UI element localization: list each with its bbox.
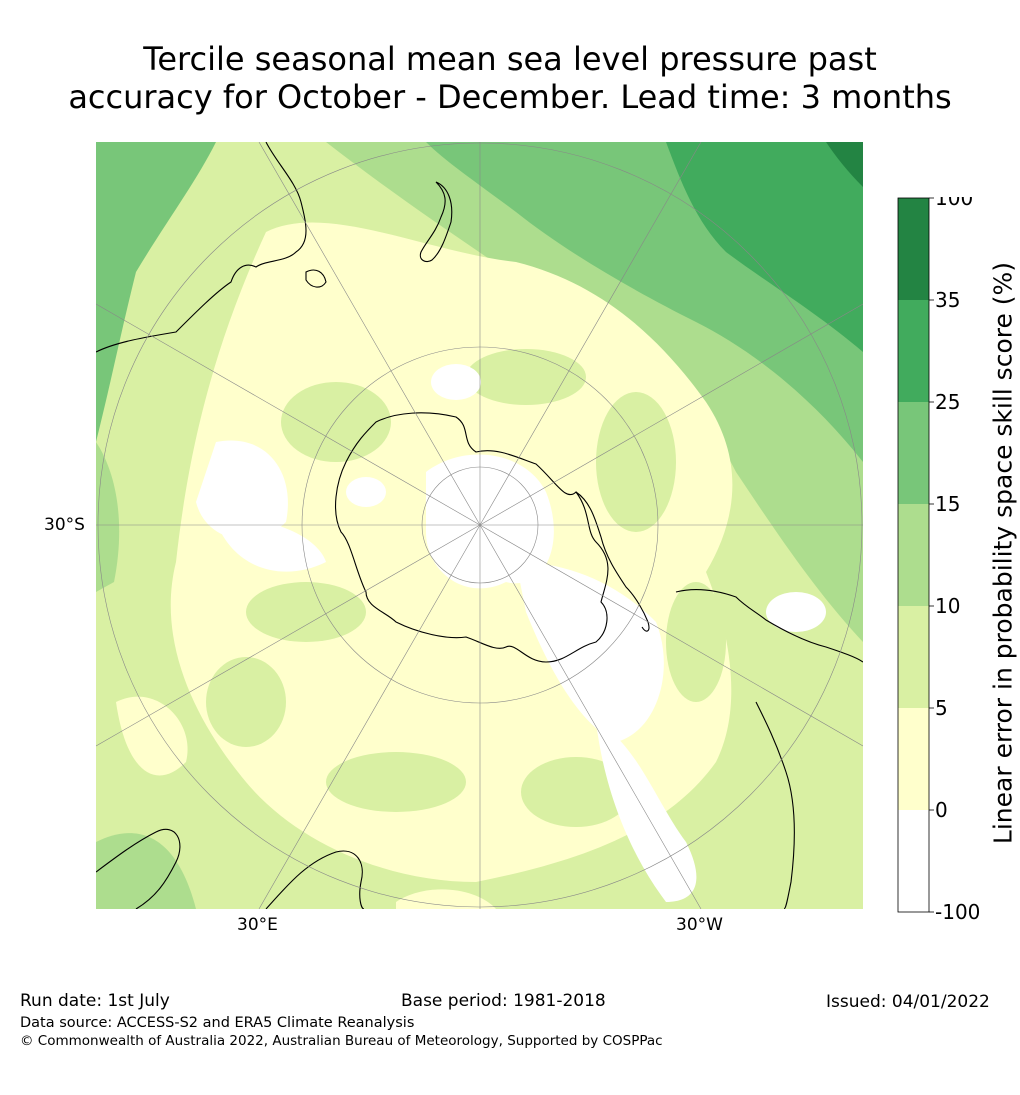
field-5-10-patches: [206, 349, 726, 827]
australia-coast: [96, 142, 307, 353]
colorbar-tick-label: 35: [935, 288, 960, 312]
south-america-coast: [675, 588, 863, 663]
base-period: Base period: 1981-2018: [401, 991, 606, 1011]
colorbar-tick-label: 0: [935, 798, 948, 822]
africa-coast: [96, 828, 181, 909]
colorbar-bin: [898, 402, 929, 504]
lon-label-30e: 30°E: [237, 915, 278, 935]
colorbar-tick-label: -100: [935, 900, 980, 924]
antarctic-peninsula: [575, 491, 650, 632]
data-source: Data source: ACCESS-S2 and ERA5 Climate …: [20, 1015, 415, 1031]
field-35-100-ne: [826, 142, 863, 187]
copyright: © Commonwealth of Australia 2022, Austra…: [20, 1033, 663, 1049]
colorbar-bin: [898, 198, 929, 300]
colorbar-bin: [898, 810, 929, 912]
coastlines: [96, 142, 863, 909]
colorbar-title: Linear error in probability space skill …: [988, 261, 1018, 845]
skill-score-map: [96, 142, 863, 909]
colorbar-bin: [898, 300, 929, 402]
title-line-1: Tercile seasonal mean sea level pressure…: [143, 40, 877, 78]
colorbar: 100 35 25 15 10 5 0 -100: [897, 186, 1017, 931]
issued-date: Issued: 04/01/2022: [826, 992, 990, 1012]
graticule: [96, 142, 863, 909]
lon-label-30w: 30°W: [676, 915, 723, 935]
colorbar-tick-label: 15: [935, 492, 960, 516]
map-panel: [96, 142, 863, 909]
colorbar-bin: [898, 708, 929, 810]
antarctica-coast: [335, 412, 609, 663]
africa-coast-2: [265, 850, 365, 909]
colorbar-tick-label: 10: [935, 594, 960, 618]
colorbar-bin: [898, 504, 929, 606]
colorbar-svg: 100 35 25 15 10 5 0 -100: [897, 186, 980, 924]
field-10-15-sw: [96, 833, 196, 909]
colorbar-outline: [897, 197, 930, 913]
colorbar-bin: [898, 606, 929, 708]
tasmania-coast: [305, 269, 327, 288]
lat-label-30s: 30°S: [44, 515, 85, 535]
field-25-35-ne: [666, 142, 863, 352]
field-15-25-w: [96, 142, 216, 442]
new-zealand-coast: [419, 181, 453, 263]
title-line-2: accuracy for October - December. Lead ti…: [68, 78, 952, 116]
run-date: Run date: 1st July: [20, 991, 170, 1011]
field-10-15-w: [96, 442, 120, 592]
chart-title: Tercile seasonal mean sea level pressure…: [0, 40, 1020, 116]
south-america-coast-2: [755, 701, 795, 909]
colorbar-tick-label: 100: [935, 197, 973, 210]
colorbar-tick-label: 5: [935, 696, 948, 720]
colorbar-tick-label: 25: [935, 390, 960, 414]
